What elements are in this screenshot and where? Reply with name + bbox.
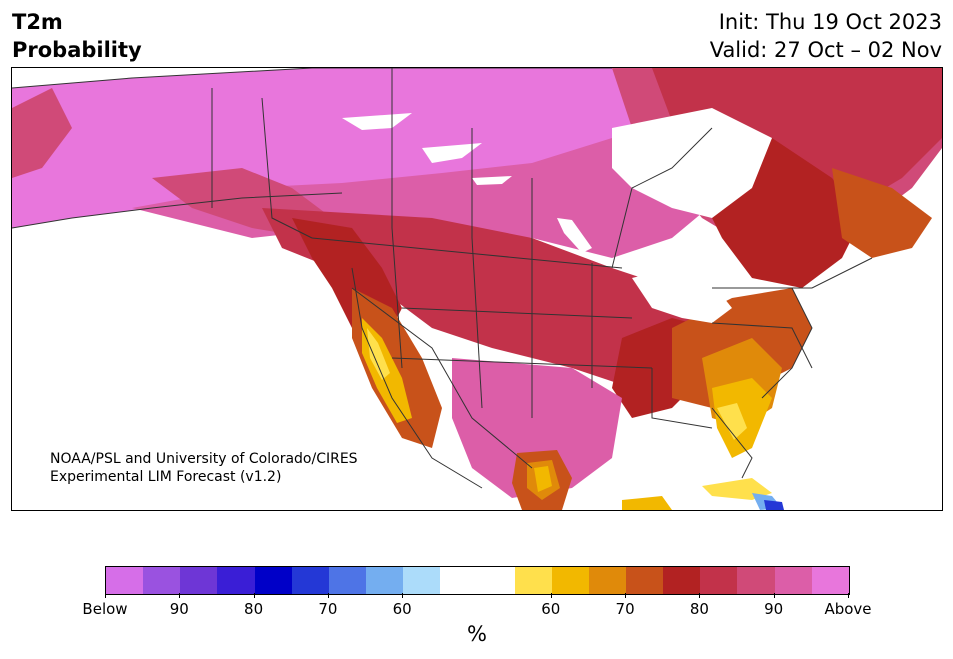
colorbar-segment [774,567,812,594]
title-line-2: Probability [12,38,142,62]
colorbar-tick-mark [699,593,701,598]
band-p90-mexico [452,358,622,498]
credit-line-2: Experimental LIM Forecast (v1.2) [50,469,282,485]
forecast-dates: Init: Thu 19 Oct 2023 Valid: 27 Oct – 02… [710,8,942,64]
colorbar-tick-mark [105,593,106,598]
borders [12,68,873,489]
colorbar-tick-label: 80 [244,600,264,618]
colorbar-tick-mark [179,593,181,598]
credit-line-1: NOAA/PSL and University of Colorado/CIRE… [50,451,358,467]
lake-winnipeg [557,218,592,253]
band-p80-central-us [262,208,712,388]
valid-dates: Valid: 27 Oct – 02 Nov [709,38,942,62]
colorbar-tick-mark [253,593,255,598]
colorbar-tick-label: 80 [689,600,709,618]
band-p55-california [367,328,390,380]
colorbar-segment [180,567,218,594]
colorbar-segment [328,567,366,594]
hudson-bay [612,108,772,218]
band-p70-labrador [832,168,932,258]
lake-great-bear [342,113,412,130]
colorbar-segment [440,567,478,594]
colorbar-segment [291,567,329,594]
colorbar-tick-label: 90 [169,600,189,618]
colorbar-tick-mark [848,593,849,598]
colorbar-tick-mark [402,593,404,598]
colorbar-tick-label: 60 [541,600,561,618]
colorbar-tick-label: 70 [615,600,635,618]
band-p55-florida [717,403,747,440]
map-title: T2m Probability [12,8,142,64]
map-credit: NOAA/PSL and University of Colorado/CIRE… [50,450,358,486]
band-p60-mexico [534,466,552,492]
colorbar-tick-label: 90 [764,600,784,618]
colorbar-tick-label: 70 [318,600,338,618]
colorbar-tick-label: Below [82,600,128,618]
colorbar-tick-label: 60 [392,600,412,618]
colorbar-segment [143,567,181,594]
colorbar-segment [551,567,589,594]
lake-great-slave [422,143,482,163]
colorbar-tick-mark [773,593,775,598]
map-panel: NOAA/PSL and University of Colorado/CIRE… [11,67,943,511]
colorbar-segment [365,567,404,594]
colorbar-segment [254,567,292,594]
band-p60-caribbean [622,496,672,510]
colorbar-tick-mark [625,593,627,598]
great-lakes [632,268,732,323]
colorbar [105,566,850,595]
colorbar-segment [588,567,626,594]
colorbar-segment [700,567,738,594]
colorbar-tick-label: Above [824,600,872,618]
colorbar-segment [403,567,441,594]
colorbar-segment [106,567,144,594]
colorbar-tick-mark [327,593,329,598]
colorbar-segment [737,567,775,594]
lake-athabasca [472,176,512,185]
band-below80-caribbean [764,500,784,510]
colorbar-unit: % [467,622,487,646]
colorbar-segment [217,567,255,594]
colorbar-segment [477,567,515,594]
colorbar-segment [625,567,664,594]
band-alaska-west [12,88,72,178]
init-date: Init: Thu 19 Oct 2023 [718,10,942,34]
colorbar-segment [663,567,701,594]
colorbar-tick-mark [550,593,552,598]
title-line-1: T2m [12,10,63,34]
colorbar-segment [811,567,849,594]
probability-map [12,68,942,510]
colorbar-segment [514,567,552,594]
